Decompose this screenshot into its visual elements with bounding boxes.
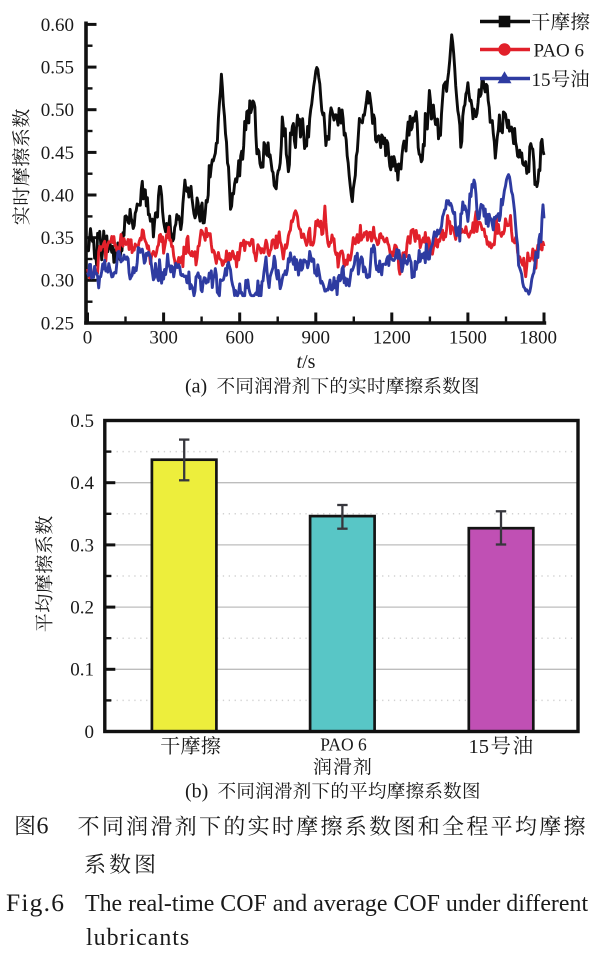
svg-text:15: 15: [532, 70, 551, 91]
svg-text:1500: 1500: [449, 328, 487, 349]
svg-text:0.1: 0.1: [70, 660, 94, 681]
svg-text:15: 15: [469, 736, 490, 758]
svg-text:t/s: t/s: [297, 351, 316, 373]
svg-text:6: 6: [37, 814, 49, 840]
svg-text:0.25: 0.25: [41, 313, 74, 334]
svg-text:900: 900: [302, 328, 331, 349]
svg-text:0.40: 0.40: [41, 185, 74, 206]
svg-text:0.45: 0.45: [41, 143, 74, 164]
svg-text:PAO 6: PAO 6: [534, 40, 585, 61]
svg-text:0.3: 0.3: [70, 535, 94, 556]
svg-text:0: 0: [83, 328, 93, 349]
svg-text:0.60: 0.60: [41, 15, 74, 36]
svg-text:0.4: 0.4: [70, 473, 94, 494]
svg-text:lubricants: lubricants: [86, 925, 190, 951]
svg-text:1800: 1800: [519, 328, 557, 349]
svg-text:(a): (a): [185, 376, 207, 398]
svg-text:0.2: 0.2: [70, 598, 94, 619]
svg-text:0.55: 0.55: [41, 58, 74, 79]
svg-text:Fig.6: Fig.6: [6, 888, 65, 917]
svg-text:The real-time COF and average: The real-time COF and average COF under …: [85, 891, 588, 917]
svg-text:300: 300: [149, 328, 178, 349]
svg-text:0: 0: [85, 722, 95, 743]
svg-text:600: 600: [225, 328, 254, 349]
svg-text:0.5: 0.5: [70, 411, 94, 432]
svg-text:(b): (b): [185, 781, 208, 803]
svg-text:0.30: 0.30: [41, 271, 74, 292]
svg-text:1200: 1200: [373, 328, 411, 349]
svg-text:0.35: 0.35: [41, 228, 74, 249]
svg-text:PAO 6: PAO 6: [320, 735, 367, 755]
svg-text:0.50: 0.50: [41, 100, 74, 121]
